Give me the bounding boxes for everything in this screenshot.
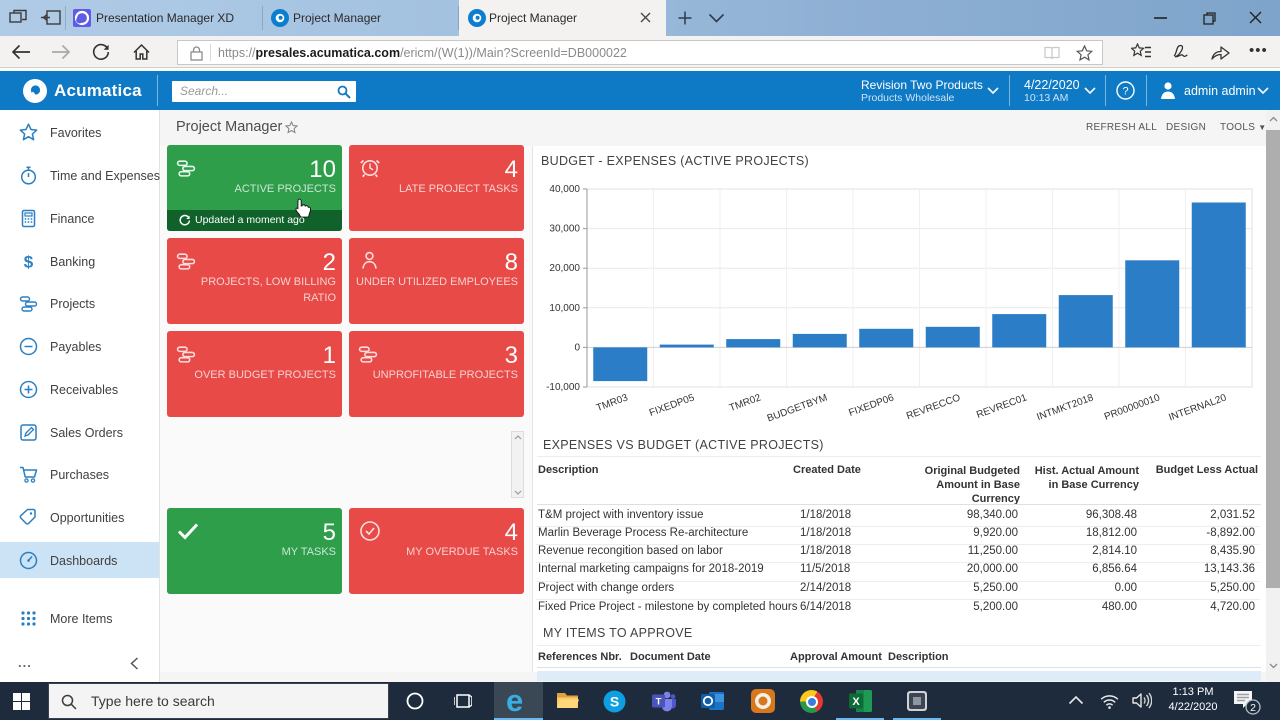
svg-text:40,000: 40,000 — [549, 184, 580, 195]
svg-text:BUDGETBYM: BUDGETBYM — [766, 392, 829, 424]
svg-text:10,000: 10,000 — [549, 303, 580, 314]
svg-text:0: 0 — [574, 342, 580, 353]
svg-text:REVRECCO: REVRECCO — [905, 392, 962, 422]
svg-text:30,000: 30,000 — [549, 224, 580, 235]
svg-text:REVREC01: REVREC01 — [975, 392, 1029, 421]
svg-text:PR00000010: PR00000010 — [1103, 392, 1162, 422]
svg-text:T: T — [656, 697, 662, 708]
svg-text:FIXEDP06: FIXEDP06 — [847, 392, 896, 419]
svg-text:INTMKT2018: INTMKT2018 — [1035, 392, 1095, 423]
svg-text:2: 2 — [1250, 702, 1256, 714]
svg-text:20,000: 20,000 — [549, 263, 580, 274]
svg-text:S: S — [610, 694, 619, 710]
svg-text:TMR02: TMR02 — [728, 392, 763, 414]
svg-text:$: $ — [24, 253, 34, 272]
svg-text:-10,000: -10,000 — [546, 382, 580, 393]
svg-text:?: ? — [1122, 86, 1128, 98]
svg-text:FIXEDP05: FIXEDP05 — [648, 392, 697, 419]
svg-text:X: X — [852, 696, 860, 708]
svg-text:TMR03: TMR03 — [595, 392, 630, 414]
svg-text:INTERNAL20: INTERNAL20 — [1167, 392, 1228, 423]
